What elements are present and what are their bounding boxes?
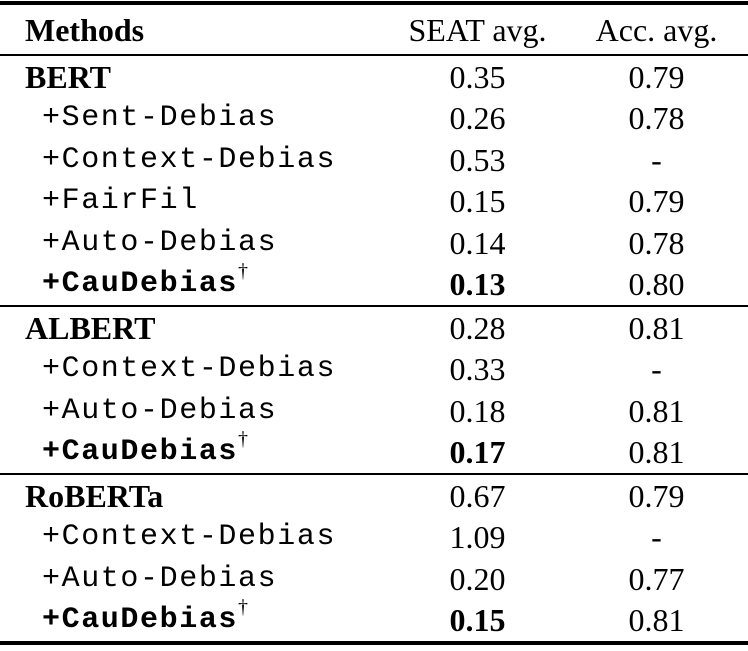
acc-value: 0.78 [628, 100, 685, 137]
seat-value: 0.35 [449, 58, 506, 95]
seat-value: 0.26 [449, 100, 506, 137]
seat-value: 0.33 [449, 351, 506, 388]
method-cell: +Sent-Debias [42, 101, 278, 136]
table-row: +Sent-Debias 0.26 0.78 [0, 98, 748, 140]
acc-value: 0.81 [628, 434, 685, 471]
method-cell: +Auto-Debias [42, 393, 278, 428]
method-cell: ALBERT [25, 309, 156, 346]
method-cell: BERT [25, 58, 112, 95]
header-seat-avg: SEAT avg. [408, 11, 547, 48]
header-acc-avg: Acc. avg. [595, 11, 718, 48]
method-label: +CauDebias [42, 603, 239, 638]
acc-value: 0.79 [628, 183, 685, 220]
acc-value: - [651, 519, 662, 556]
acc-value: 0.81 [628, 392, 685, 429]
table-row: ALBERT 0.28 0.81 [0, 307, 748, 349]
acc-value: - [651, 141, 662, 178]
acc-value: 0.80 [628, 266, 685, 303]
section-bert: BERT 0.35 0.79 +Sent-Debias 0.26 0.78 +C… [0, 56, 748, 305]
dagger-symbol: † [238, 260, 249, 283]
method-cell: +Context-Debias [42, 142, 337, 177]
table-header-row: Methods SEAT avg. Acc. avg. [0, 5, 748, 54]
method-cell: +Context-Debias [42, 352, 337, 387]
seat-value: 0.17 [449, 434, 506, 471]
section-divider [0, 54, 748, 56]
seat-value: 0.20 [449, 560, 506, 597]
table-row: +Auto-Debias 0.18 0.81 [0, 390, 748, 432]
method-cell: +CauDebias† [0, 261, 390, 302]
method-cell: +Context-Debias [42, 520, 337, 555]
seat-value: 0.15 [449, 602, 506, 639]
table-row: +FairFil 0.15 0.79 [0, 181, 748, 223]
seat-value: 0.28 [449, 309, 506, 346]
section-roberta: RoBERTa 0.67 0.79 +Context-Debias 1.09 -… [0, 475, 748, 641]
table-top-rule [0, 1, 748, 5]
table-row: +Context-Debias 0.33 - [0, 349, 748, 391]
table-row: +CauDebias† 0.13 0.80 [0, 261, 748, 306]
table-row: +CauDebias† 0.15 0.81 [0, 597, 748, 642]
method-label: +CauDebias [42, 435, 239, 470]
method-cell: +Auto-Debias [42, 225, 278, 260]
seat-value: 0.13 [449, 266, 506, 303]
seat-value: 0.14 [449, 224, 506, 261]
header-methods: Methods [25, 11, 145, 48]
seat-value: 0.67 [449, 477, 506, 514]
method-cell: +CauDebias† [0, 597, 390, 638]
table-row: RoBERTa 0.67 0.79 [0, 475, 748, 517]
seat-value: 0.18 [449, 392, 506, 429]
acc-value: 0.78 [628, 224, 685, 261]
table-row: +Context-Debias 1.09 - [0, 517, 748, 559]
seat-value: 1.09 [449, 519, 506, 556]
section-albert: ALBERT 0.28 0.81 +Context-Debias 0.33 - … [0, 307, 748, 473]
seat-value: 0.15 [449, 183, 506, 220]
table-row: +Auto-Debias 0.20 0.77 [0, 558, 748, 600]
table-row: +Context-Debias 0.53 - [0, 139, 748, 181]
acc-value: - [651, 351, 662, 388]
acc-value: 0.81 [628, 309, 685, 346]
method-cell: +FairFil [42, 184, 199, 219]
acc-value: 0.81 [628, 602, 685, 639]
acc-value: 0.77 [628, 560, 685, 597]
dagger-symbol: † [238, 596, 249, 619]
acc-value: 0.79 [628, 58, 685, 95]
section-divider [0, 305, 748, 307]
method-label: +CauDebias [42, 267, 239, 302]
method-cell: +Auto-Debias [42, 561, 278, 596]
method-cell: RoBERTa [25, 477, 164, 514]
table-row: +Auto-Debias 0.14 0.78 [0, 222, 748, 264]
section-divider [0, 473, 748, 475]
seat-value: 0.53 [449, 141, 506, 178]
dagger-symbol: † [238, 428, 249, 451]
table-row: +CauDebias† 0.17 0.81 [0, 429, 748, 474]
method-cell: +CauDebias† [0, 429, 390, 470]
acc-value: 0.79 [628, 477, 685, 514]
table-bottom-rule [0, 641, 748, 645]
table-row: BERT 0.35 0.79 [0, 56, 748, 98]
